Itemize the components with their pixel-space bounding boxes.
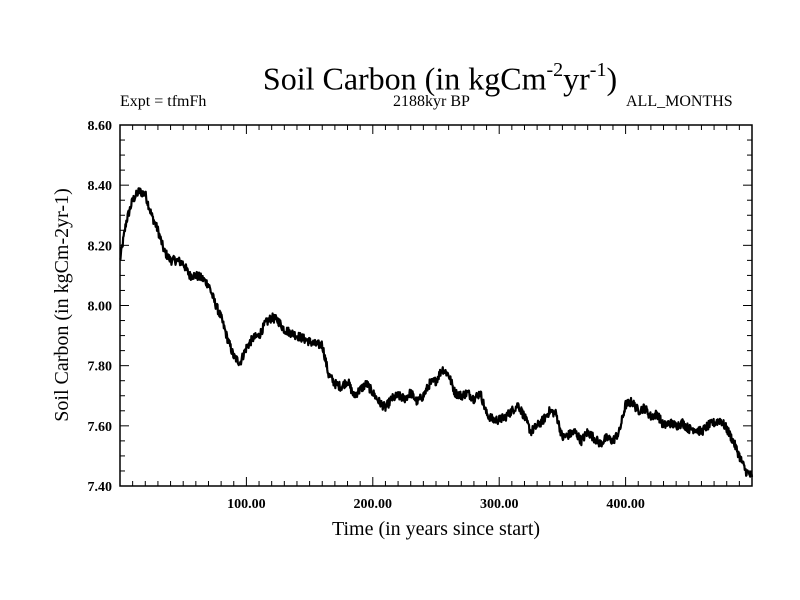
y-tick-label: 8.20 bbox=[88, 239, 113, 254]
series-group bbox=[119, 187, 754, 478]
y-tick-label: 8.60 bbox=[88, 119, 113, 134]
x-tick-label: 300.00 bbox=[480, 497, 519, 512]
plot-frame bbox=[119, 124, 753, 487]
y-tick-label: 8.00 bbox=[88, 300, 113, 315]
x-tick-label: 200.00 bbox=[354, 497, 393, 512]
y-axis-label-text: Soil Carbon (in kgCm-2yr-1) bbox=[51, 188, 73, 421]
y-tick-label: 7.60 bbox=[88, 420, 113, 435]
period-label: 2188kyr BP bbox=[393, 93, 470, 110]
experiment-label: Expt = tfmFh bbox=[120, 93, 207, 110]
x-axis-label: Time (in years since start) bbox=[332, 518, 540, 540]
tick-labels: 100.00 200.00 300.00 400.00 7.40 7.60 7.80 8.00… bbox=[88, 119, 645, 512]
y-axis-label: Soil Carbon (in kgCm-2yr-1) bbox=[51, 188, 73, 421]
y-tick-label: 8.40 bbox=[88, 179, 113, 194]
y-tick-label: 7.80 bbox=[88, 360, 113, 375]
series-line bbox=[119, 187, 754, 478]
x-tick-label: 400.00 bbox=[606, 497, 645, 512]
chart-title: Soil Carbon (in kgCm-2yr-1) bbox=[262, 59, 618, 97]
months-label: ALL_MONTHS bbox=[626, 93, 733, 110]
x-tick-label: 100.00 bbox=[227, 497, 266, 512]
y-tick-label: 7.40 bbox=[88, 480, 113, 495]
axis-ticks bbox=[120, 125, 752, 486]
